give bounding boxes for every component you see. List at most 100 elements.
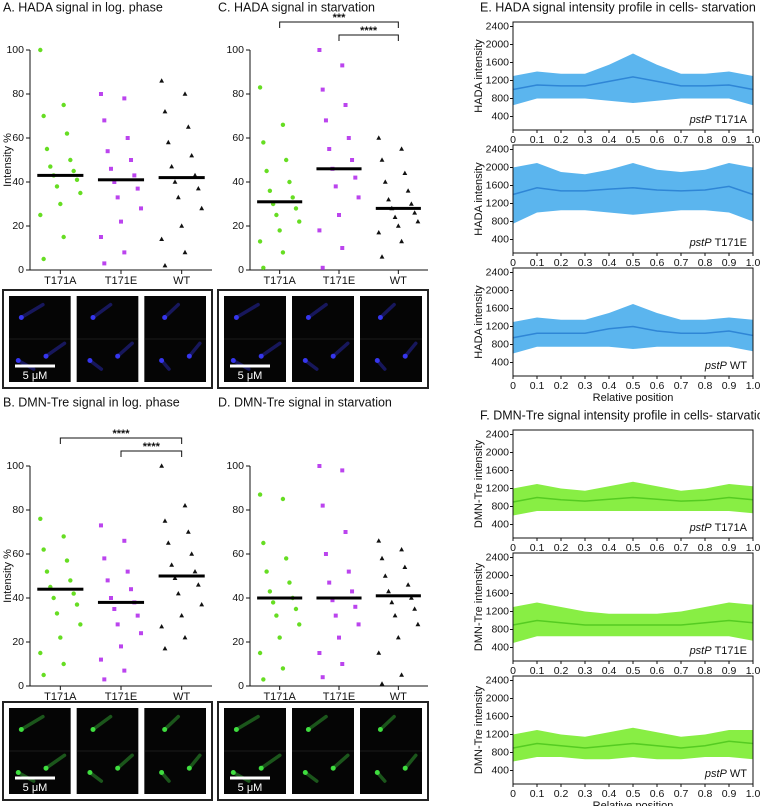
data-point	[287, 580, 292, 585]
data-point	[337, 213, 341, 217]
y-tick-label: 100	[226, 44, 244, 56]
data-point	[280, 122, 286, 128]
mean-line	[375, 594, 421, 598]
data-point	[135, 186, 140, 191]
significance-bracket	[338, 34, 399, 41]
data-point	[340, 63, 345, 68]
data-point	[48, 164, 53, 169]
data-point	[165, 139, 171, 145]
data-point	[41, 256, 46, 262]
y-tick-label: 2400	[486, 143, 510, 155]
cell	[234, 302, 260, 320]
y-tick-label: 80	[12, 504, 24, 516]
data-point	[102, 677, 107, 682]
cell-pole	[305, 727, 311, 732]
cell	[115, 753, 134, 770]
data-point	[257, 239, 263, 244]
data-point	[44, 146, 50, 152]
cell-pole	[374, 770, 380, 775]
cell-pole	[90, 315, 96, 320]
x-tick-label: 0.3	[578, 665, 593, 677]
cell-pole	[258, 765, 264, 771]
y-tick-label: 2400	[486, 20, 510, 32]
mean-line	[375, 206, 421, 210]
x-tick-label: 0.8	[698, 380, 713, 392]
data-point	[415, 219, 421, 224]
data-point	[135, 613, 140, 618]
y-tick-label: 100	[6, 44, 24, 56]
data-point	[382, 573, 388, 578]
data-point	[343, 103, 348, 107]
cell-pole	[302, 770, 308, 775]
data-point	[340, 662, 345, 666]
cell-pole	[186, 353, 192, 359]
data-point	[392, 214, 398, 219]
x-tick-label: 0.7	[674, 788, 689, 800]
data-point	[64, 131, 70, 136]
y-tick-label: 2000	[486, 446, 510, 458]
data-point	[68, 578, 73, 583]
data-point	[179, 613, 185, 618]
data-point	[105, 578, 110, 583]
data-point	[283, 157, 289, 163]
y-tick-label: 40	[232, 592, 244, 604]
data-point	[274, 212, 279, 218]
strain-label: pstP T171A	[689, 114, 748, 126]
y-tick-label: 40	[232, 176, 244, 188]
data-point	[402, 170, 408, 175]
x-tick-label: 0.6	[650, 788, 665, 800]
data-point	[182, 503, 188, 508]
cell-pole	[43, 765, 49, 771]
mean-line	[158, 176, 205, 180]
x-tick-label: 0.3	[578, 380, 593, 392]
strain-name: T171A	[715, 522, 748, 534]
cell	[91, 302, 113, 320]
x-tick-label: 0.8	[698, 257, 713, 269]
cell-pole	[90, 727, 96, 732]
confidence-band	[513, 481, 753, 516]
panel-title: B. DMN-Tre signal in log. phase	[3, 395, 180, 409]
data-point	[185, 529, 191, 534]
panel-title: D. DMN-Tre signal in starvation	[218, 395, 392, 409]
mean-line	[37, 587, 84, 591]
cell-pole	[402, 353, 408, 359]
data-point	[257, 650, 263, 656]
x-tick-label: T171A	[263, 275, 296, 287]
y-tick-label: 1200	[486, 728, 510, 740]
data-point	[327, 580, 332, 585]
data-point	[189, 551, 195, 556]
data-point	[280, 250, 286, 255]
y-tick-label: 0	[238, 264, 244, 276]
y-tick-label: 2000	[486, 692, 510, 704]
cell-pole	[43, 353, 49, 359]
data-point	[112, 607, 117, 611]
cell	[19, 302, 45, 320]
x-tick-label: 0.5	[626, 380, 641, 392]
data-point	[267, 188, 273, 193]
x-tick-label: 1.0	[746, 134, 760, 146]
x-tick-label: 0.8	[698, 542, 713, 554]
data-point	[159, 463, 165, 468]
data-point	[395, 635, 401, 640]
x-tick-label: 0.8	[698, 665, 713, 677]
cell-pole	[233, 315, 239, 320]
x-tick-label: T171A	[263, 691, 296, 703]
x-tick-label: 0.6	[650, 665, 665, 677]
cell-pole	[230, 358, 236, 363]
data-point	[415, 621, 421, 627]
data-point	[399, 238, 404, 244]
gene-name: pstP	[689, 114, 713, 126]
cell-pole	[377, 727, 383, 732]
x-tick-label: 0.3	[578, 134, 593, 146]
data-point	[261, 540, 266, 546]
x-tick-label: 0.9	[722, 257, 737, 269]
data-point	[172, 575, 178, 580]
x-tick-label: 0	[510, 542, 516, 554]
x-tick-label: 0	[510, 788, 516, 800]
data-point	[41, 113, 46, 119]
y-tick-label: 100	[226, 460, 244, 472]
significance-bracket	[120, 450, 183, 457]
data-point	[68, 157, 73, 163]
cell-pole	[159, 770, 165, 775]
data-point	[320, 265, 325, 270]
